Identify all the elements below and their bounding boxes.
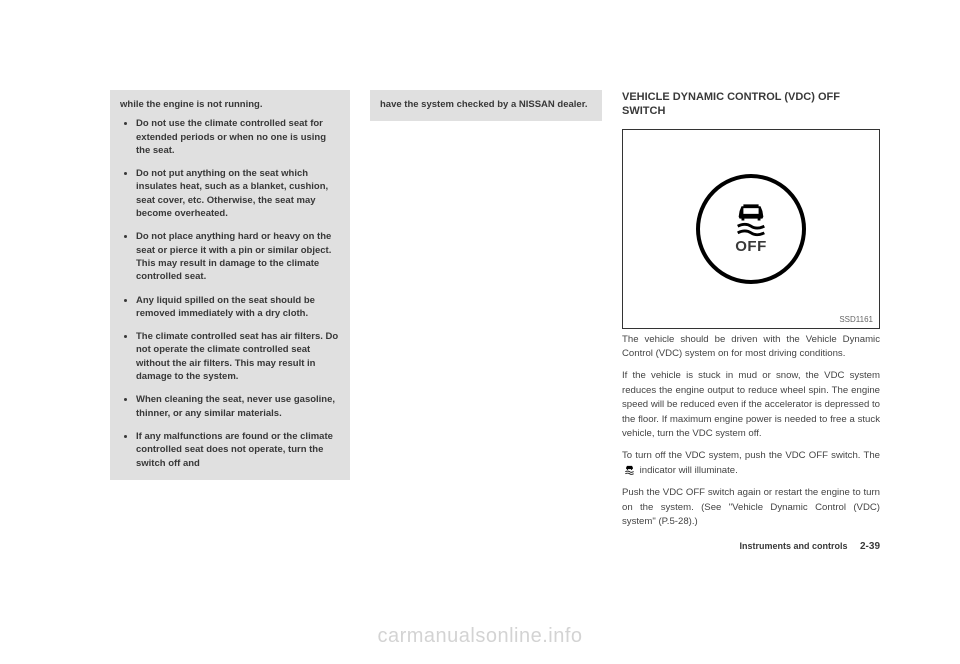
vdc-car-skid-icon xyxy=(732,203,770,238)
vdc-diagram: OFF SSD1161 xyxy=(622,129,880,329)
paragraph-4: Push the VDC OFF switch again or restart… xyxy=(622,486,880,529)
warning-box-middle: have the system checked by a NISSAN deal… xyxy=(370,90,602,121)
off-label: OFF xyxy=(735,238,767,255)
vdc-indicator-icon xyxy=(624,465,635,475)
page-footer: Instruments and controls 2-39 xyxy=(622,541,880,552)
p3-part-b: indicator will illuminate. xyxy=(640,465,738,476)
footer-label: Instruments and controls xyxy=(739,541,847,551)
paragraph-1: The vehicle should be driven with the Ve… xyxy=(622,333,880,362)
section-title: VEHICLE DYNAMIC CONTROL (VDC) OFF SWITCH xyxy=(622,90,880,119)
col1-bullet-list: Do not use the climate controlled seat f… xyxy=(120,117,340,470)
page-container: while the engine is not running. Do not … xyxy=(0,0,960,582)
watermark: carmanualsonline.info xyxy=(377,625,582,648)
bullet-item: Do not use the climate controlled seat f… xyxy=(136,117,340,157)
column-1: while the engine is not running. Do not … xyxy=(110,90,350,552)
p3-part-a: To turn off the VDC system, push the VDC… xyxy=(622,450,880,461)
bullet-item: Any liquid spilled on the seat should be… xyxy=(136,294,340,321)
paragraph-3: To turn off the VDC system, push the VDC… xyxy=(622,449,880,478)
bullet-item: Do not put anything on the seat which in… xyxy=(136,167,340,220)
vdc-off-button-illustration: OFF xyxy=(696,174,806,284)
col1-intro: while the engine is not running. xyxy=(120,98,340,111)
bullet-item: If any malfunctions are found or the cli… xyxy=(136,430,340,470)
footer-page-num: 2-39 xyxy=(860,541,880,552)
bullet-item: The climate controlled seat has air filt… xyxy=(136,330,340,383)
warning-box-left: while the engine is not running. Do not … xyxy=(110,90,350,480)
col2-text: have the system checked by a NISSAN deal… xyxy=(380,98,592,111)
bullet-item: When cleaning the seat, never use gasoli… xyxy=(136,393,340,420)
paragraph-2: If the vehicle is stuck in mud or snow, … xyxy=(622,369,880,441)
bullet-item: Do not place anything hard or heavy on t… xyxy=(136,230,340,283)
column-2: have the system checked by a NISSAN deal… xyxy=(370,90,602,552)
diagram-code: SSD1161 xyxy=(839,315,873,324)
column-3: VEHICLE DYNAMIC CONTROL (VDC) OFF SWITCH… xyxy=(622,90,880,552)
